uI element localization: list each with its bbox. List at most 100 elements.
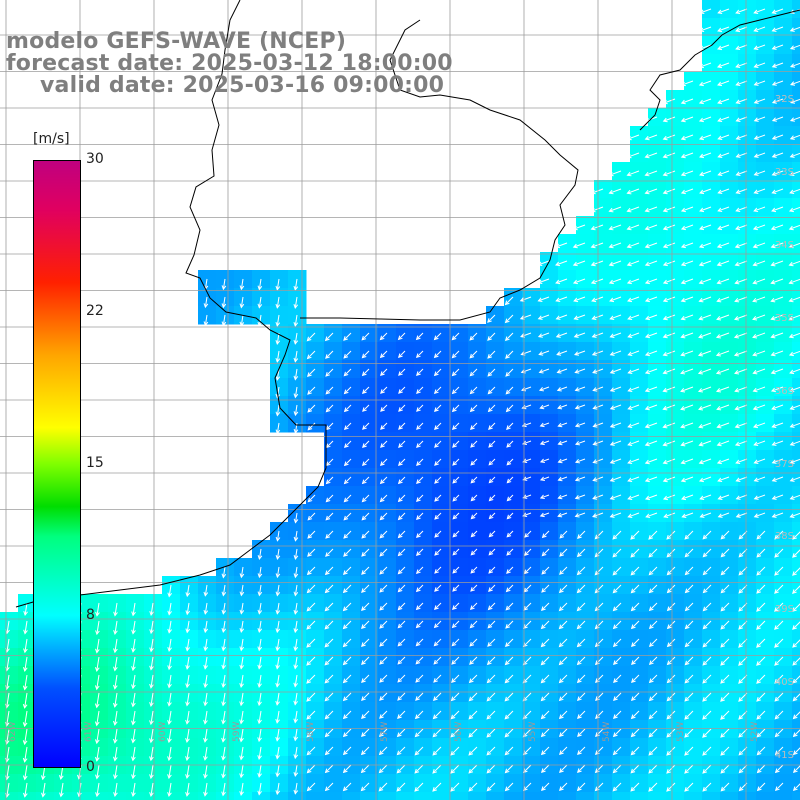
wind-arrow-head xyxy=(648,606,654,612)
wind-arrow xyxy=(451,656,460,665)
wind-arrow xyxy=(397,638,406,647)
wind-arrow xyxy=(700,8,712,14)
wind-arrow-head xyxy=(470,443,475,448)
wind-arrow xyxy=(559,566,568,575)
wind-arrow xyxy=(720,548,730,558)
wind-arrow xyxy=(541,656,550,665)
wind-arrow-head xyxy=(325,533,331,539)
wind-cell xyxy=(576,504,595,523)
wind-arrow xyxy=(772,188,784,194)
wind-arrow-head xyxy=(702,660,708,666)
wind-arrow xyxy=(294,350,298,362)
wind-cell xyxy=(648,234,667,253)
wind-arrow xyxy=(276,422,280,434)
wind-arrow-head xyxy=(112,720,118,726)
lon-label-54w: 54W xyxy=(602,721,612,742)
wind-cell xyxy=(36,792,55,800)
wind-arrow xyxy=(735,440,748,446)
wind-arrow-head xyxy=(680,459,686,465)
wind-arrow-head xyxy=(537,261,543,266)
wind-arrow-head xyxy=(684,624,690,630)
wind-arrow-head xyxy=(185,664,190,670)
wind-arrow-head xyxy=(343,552,348,557)
wind-arrow-head xyxy=(470,587,475,592)
wind-arrow xyxy=(186,710,190,724)
wind-arrow xyxy=(506,512,514,520)
wind-cell xyxy=(720,252,739,271)
wind-arrow-head xyxy=(774,696,780,702)
wind-arrow xyxy=(734,314,748,320)
wind-arrow xyxy=(595,620,604,629)
wind-cell xyxy=(774,216,793,235)
wind-arrow xyxy=(790,422,800,428)
wind-arrow xyxy=(204,656,208,669)
wind-arrow-head xyxy=(770,387,776,393)
wind-arrow-head xyxy=(539,512,545,518)
wind-arrow-head xyxy=(792,589,797,594)
wind-arrow xyxy=(663,170,676,176)
wind-arrow-head xyxy=(487,318,492,323)
wind-arrow-head xyxy=(666,534,672,540)
wind-arrow xyxy=(736,134,748,140)
wind-arrow-head xyxy=(307,533,313,539)
wind-arrow-head xyxy=(662,153,668,159)
wind-arrow-head xyxy=(666,642,672,648)
wind-arrow xyxy=(628,494,640,500)
wind-arrow xyxy=(681,296,694,302)
wind-arrow-head xyxy=(397,623,403,629)
wind-arrow-head xyxy=(666,588,672,594)
lon-label-60w: 60W xyxy=(158,721,168,742)
wind-arrow xyxy=(680,368,694,374)
wind-arrow-head xyxy=(415,696,420,701)
wind-arrow xyxy=(470,422,478,430)
wind-arrow-head xyxy=(738,552,744,558)
wind-arrow-head xyxy=(631,660,636,665)
wind-arrow xyxy=(452,458,460,466)
wind-arrow xyxy=(573,296,586,302)
wind-arrow xyxy=(361,530,370,539)
wind-arrow xyxy=(469,674,478,683)
wind-cell xyxy=(792,666,800,685)
wind-cell xyxy=(504,792,523,800)
wind-arrow xyxy=(380,404,388,412)
wind-arrow-head xyxy=(789,171,795,176)
wind-arrow-head xyxy=(558,606,564,612)
wind-arrow xyxy=(186,656,190,669)
wind-arrow-head xyxy=(203,664,208,670)
wind-arrow xyxy=(559,692,568,701)
wind-cell xyxy=(792,774,800,793)
wind-arrow-head xyxy=(574,387,580,392)
wind-arrow xyxy=(790,440,800,446)
wind-arrow xyxy=(416,548,424,556)
wind-arrow-head xyxy=(469,623,475,629)
wind-arrow xyxy=(663,188,676,194)
wind-arrow-head xyxy=(487,605,493,611)
wind-arrow xyxy=(631,584,640,593)
wind-arrow xyxy=(451,674,460,683)
wind-arrow-head xyxy=(293,591,299,597)
wind-arrow xyxy=(469,638,478,647)
wind-arrow xyxy=(734,350,748,356)
wind-arrow xyxy=(398,368,406,376)
wind-arrow xyxy=(541,566,550,575)
wind-arrow-head xyxy=(576,552,582,558)
wind-arrow xyxy=(506,548,514,556)
wind-arrow-head xyxy=(488,425,493,430)
wind-arrow xyxy=(504,692,514,702)
wind-arrow xyxy=(379,566,388,575)
wind-arrow xyxy=(521,368,532,373)
wind-arrow xyxy=(680,386,694,392)
wind-arrow-head xyxy=(505,605,511,611)
wind-arrow xyxy=(523,638,532,647)
wind-arrow xyxy=(610,512,622,518)
wind-cell xyxy=(738,126,757,145)
wind-arrow xyxy=(433,674,442,683)
wind-arrow-head xyxy=(681,513,687,518)
wind-arrow-head xyxy=(626,135,632,141)
wind-cell xyxy=(684,72,703,91)
wind-arrow xyxy=(628,512,640,518)
wind-arrow-head xyxy=(325,371,331,377)
wind-arrow-head xyxy=(540,678,546,684)
wind-cell xyxy=(774,72,793,91)
